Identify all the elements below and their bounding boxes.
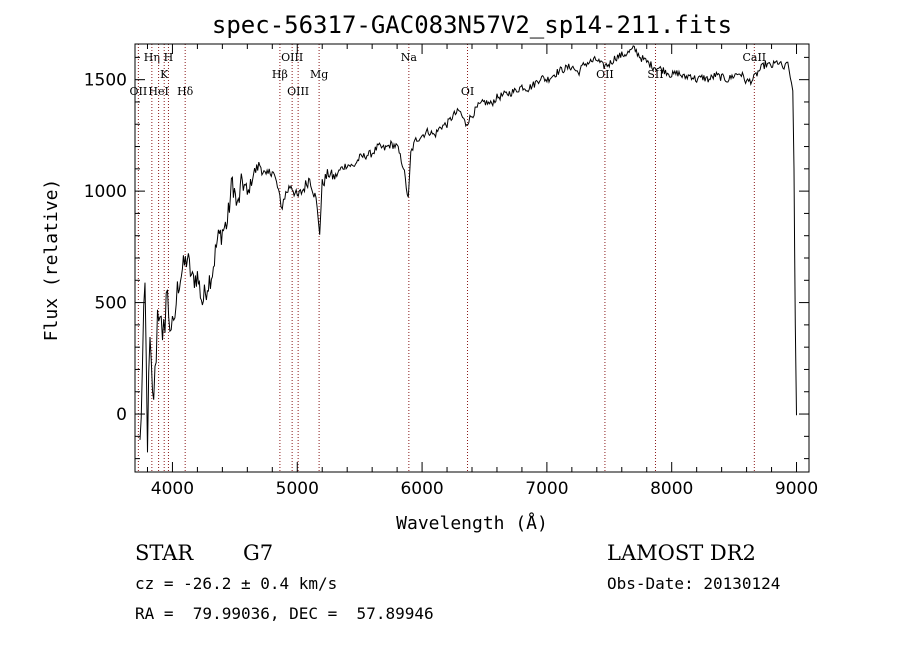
line-marker-label: OII (596, 68, 614, 81)
y-axis-label: Flux (relative) (41, 179, 62, 342)
redshift-cz: cz = -26.2 ± 0.4 km/s (135, 574, 338, 593)
x-tick-label: 8000 (650, 479, 693, 499)
coordinates: RA = 79.99036, DEC = 57.89946 (135, 604, 434, 623)
line-marker-label: Hη (144, 51, 160, 64)
line-marker-label: HeI (148, 85, 168, 98)
object-subclass: G7 (243, 541, 274, 565)
object-class: STAR (135, 541, 194, 565)
line-marker-label: Mg (310, 68, 328, 81)
axis-ticks: 4000 5000 6000 7000 8000 9000 0 500 1000 1500 (84, 44, 818, 499)
line-marker-label: OII (130, 85, 148, 98)
line-marker-label: Hβ (272, 68, 288, 81)
plot-frame (134, 43, 810, 473)
spectrum-series (139, 45, 797, 453)
x-axis-label: Wavelength (Å) (396, 512, 548, 534)
chart-title: spec-56317-GAC083N57V2_sp14-211.fits (212, 11, 732, 39)
y-tick-label: 1500 (84, 71, 127, 91)
x-tick-label: 5000 (276, 479, 319, 499)
y-tick-label: 500 (95, 294, 127, 314)
line-marker-label: Na (401, 51, 418, 64)
line-marker-label: H (164, 51, 174, 64)
x-tick-label: 4000 (151, 479, 194, 499)
line-marker-label: OIII (287, 85, 309, 98)
spectrum-line (139, 45, 797, 453)
line-marker-label: Hδ (177, 85, 194, 98)
x-tick-label: 7000 (525, 479, 568, 499)
x-tick-label: 9000 (775, 479, 818, 499)
line-marker-label: SII (647, 68, 663, 81)
x-tick-label: 6000 (400, 479, 443, 499)
line-marker-label: CaII (742, 51, 766, 64)
y-tick-label: 1000 (84, 182, 127, 202)
line-marker-label: OI (461, 85, 474, 98)
line-marker-label: K (160, 68, 169, 81)
line-marker-label: OIII (281, 51, 303, 64)
survey-name: LAMOST DR2 (607, 541, 756, 565)
y-tick-label: 0 (116, 405, 127, 425)
observation-date: Obs-Date: 20130124 (607, 574, 781, 593)
